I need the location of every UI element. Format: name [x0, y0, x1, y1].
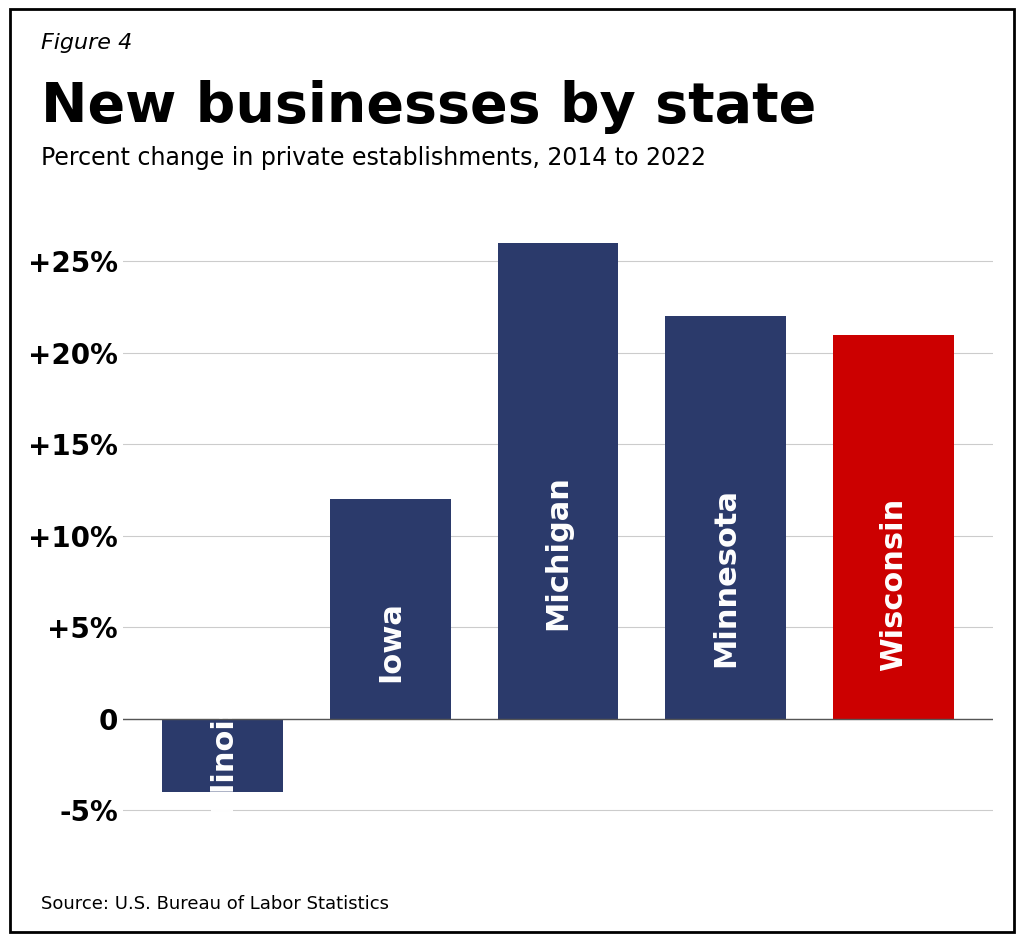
Text: Iowa: Iowa	[376, 601, 404, 682]
Text: Wisconsin: Wisconsin	[879, 498, 908, 671]
Text: Minnesota: Minnesota	[712, 488, 740, 667]
Text: Percent change in private establishments, 2014 to 2022: Percent change in private establishments…	[41, 146, 706, 170]
Bar	[330, 500, 451, 719]
Text: Source: U.S. Bureau of Labor Statistics: Source: U.S. Bureau of Labor Statistics	[41, 895, 389, 913]
Text: Michigan: Michigan	[544, 475, 572, 630]
Bar	[163, 719, 284, 792]
Text: Illinois: Illinois	[208, 698, 238, 812]
Bar	[666, 316, 786, 719]
Text: New businesses by state: New businesses by state	[41, 80, 816, 134]
Bar	[498, 243, 618, 719]
Bar	[833, 335, 953, 719]
Text: Figure 4: Figure 4	[41, 33, 132, 53]
